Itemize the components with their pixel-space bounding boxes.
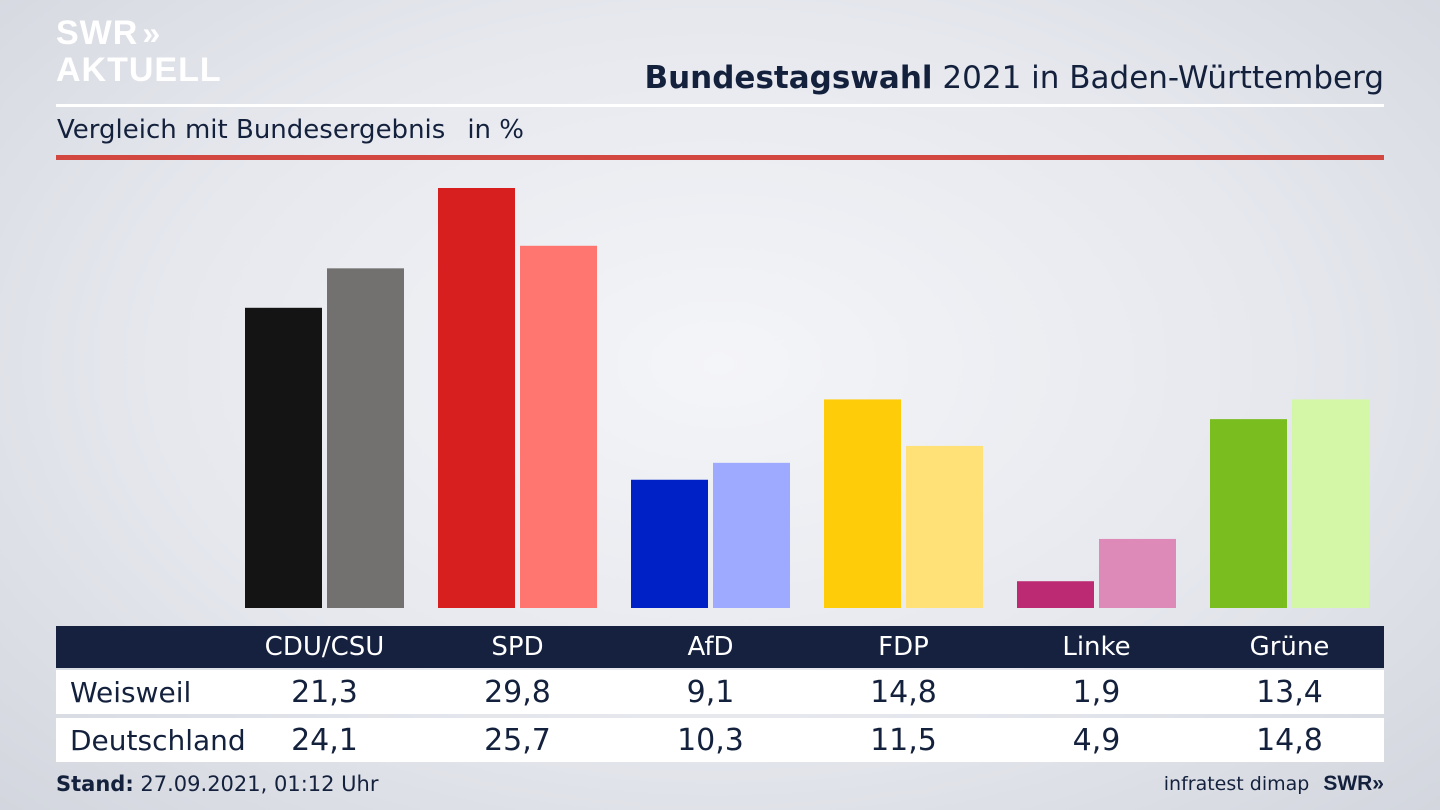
value-linke-deutschland: 4,9 xyxy=(1072,722,1121,758)
bar-gr-ne-deutschland xyxy=(1292,399,1369,608)
value-linke-weisweil: 1,9 xyxy=(1072,674,1121,710)
value-afd-deutschland: 10,3 xyxy=(677,722,744,758)
logo-aktuell: AKTUELL xyxy=(56,51,222,89)
column-header-afd: AfD xyxy=(687,632,734,662)
value-fdp-weisweil: 14,8 xyxy=(870,674,937,710)
unit-label: in % xyxy=(467,115,524,145)
title-divider xyxy=(56,104,1384,107)
value-cdu-csu-deutschland: 24,1 xyxy=(291,722,358,758)
bar-afd-weisweil xyxy=(631,479,708,608)
title-bold: Bundestagswahl xyxy=(644,60,933,96)
source-label: infratest dimap xyxy=(1163,773,1310,795)
row-label-local: Weisweil xyxy=(70,675,192,709)
table-row-local: Weisweil 21,3 29,8 9,1 14,8 1,9 13,4 xyxy=(56,670,1384,714)
swr-aktuell-logo: SWR» AKTUELL xyxy=(56,16,222,87)
bar-linke-weisweil xyxy=(1017,581,1094,608)
bar-fdp-deutschland xyxy=(906,445,983,608)
column-header-spd: SPD xyxy=(491,632,544,662)
column-header-cdu-csu: CDU/CSU xyxy=(264,632,385,662)
value-gr-ne-weisweil: 13,4 xyxy=(1256,674,1323,710)
subtitle-text: Vergleich mit Bundesergebnis xyxy=(57,115,446,145)
stand-value: 27.09.2021, 01:12 Uhr xyxy=(133,772,379,796)
bar-cdu-csu-weisweil xyxy=(245,307,322,608)
results-table: CDU/CSU SPD AfD FDP Linke Grüne Weisweil 21,3… xyxy=(56,626,1384,762)
bar-linke-deutschland xyxy=(1099,538,1176,608)
page-title: Bundestagswahl 2021 in Baden-Württemberg xyxy=(644,60,1384,96)
value-fdp-deutschland: 11,5 xyxy=(870,722,937,758)
subtitle-divider xyxy=(56,155,1384,160)
bar-chart xyxy=(245,188,1369,609)
bar-gr-ne-weisweil xyxy=(1210,419,1287,608)
stand-label: Stand: xyxy=(56,772,134,796)
title-rest: 2021 in Baden-Württemberg xyxy=(932,60,1384,96)
bar-spd-weisweil xyxy=(438,188,515,608)
table-header: CDU/CSU SPD AfD FDP Linke Grüne xyxy=(56,626,1384,668)
logo-swr: SWR xyxy=(56,14,139,52)
value-afd-weisweil: 9,1 xyxy=(686,674,735,710)
timestamp: Stand: 27.09.2021, 01:12 Uhr xyxy=(56,772,379,796)
value-spd-weisweil: 29,8 xyxy=(484,674,551,710)
footer-swr-logo: SWR» xyxy=(1323,772,1384,795)
bar-spd-deutschland xyxy=(520,245,597,609)
footer-credits: infratest dimap SWR» xyxy=(1164,772,1384,796)
row-label-national: Deutschland xyxy=(70,723,246,757)
table-row-national: Deutschland 24,1 25,7 10,3 11,5 4,9 14,8 xyxy=(56,718,1384,762)
subtitle: Vergleich mit Bundesergebnis in % xyxy=(57,115,524,145)
column-header-linke: Linke xyxy=(1062,632,1131,662)
bar-afd-deutschland xyxy=(713,462,790,608)
column-header-gr-ne: Grüne xyxy=(1249,632,1330,662)
bar-fdp-weisweil xyxy=(824,399,901,608)
value-gr-ne-deutschland: 14,8 xyxy=(1256,722,1323,758)
value-cdu-csu-weisweil: 21,3 xyxy=(291,674,358,710)
value-spd-deutschland: 25,7 xyxy=(484,722,551,758)
bar-cdu-csu-deutschland xyxy=(327,268,404,608)
column-header-fdp: FDP xyxy=(878,632,929,662)
